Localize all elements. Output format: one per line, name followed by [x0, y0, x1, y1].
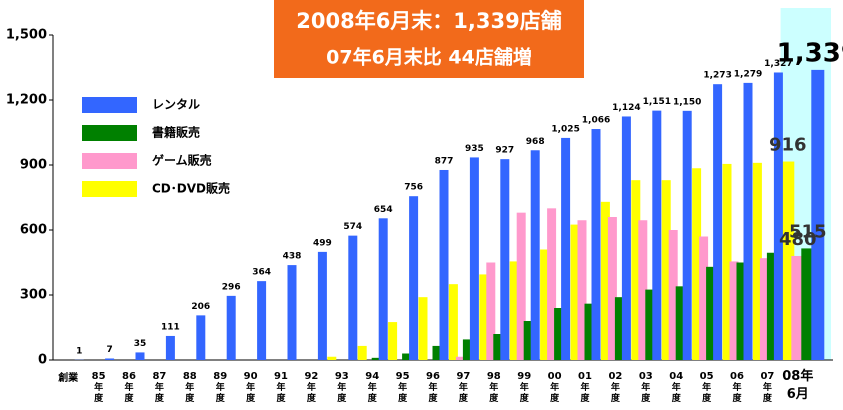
y-tick-label: 300	[20, 288, 47, 303]
bar	[652, 111, 661, 360]
bar	[592, 129, 601, 360]
data-label: 927	[495, 146, 514, 156]
data-label: 756	[404, 183, 423, 193]
data-label: 1,025	[551, 124, 579, 134]
y-tick-label: 600	[20, 223, 47, 238]
bar	[288, 265, 297, 360]
data-label: 935	[465, 144, 484, 154]
data-label: 574	[343, 222, 362, 232]
bar	[105, 358, 114, 360]
data-label: 499	[313, 238, 332, 248]
bar	[196, 315, 205, 360]
data-label: 111	[161, 322, 180, 332]
data-label: 654	[374, 205, 393, 215]
data-label: 1,150	[673, 97, 701, 107]
bar	[622, 116, 631, 360]
bar	[419, 297, 428, 360]
bar	[379, 218, 388, 360]
data-label: 296	[222, 282, 241, 292]
data-label: 7	[106, 345, 112, 355]
bar	[440, 170, 449, 360]
bar	[713, 84, 722, 360]
data-label: 515	[789, 221, 827, 242]
bar	[811, 70, 824, 360]
data-label: 35	[134, 339, 147, 349]
bar	[388, 322, 397, 360]
bar	[500, 159, 509, 360]
y-tick-label: 900	[20, 158, 47, 173]
bar	[358, 346, 367, 360]
y-tick-label: 1,500	[6, 28, 47, 43]
legend-label: ゲーム販売	[152, 153, 212, 168]
legend-label: CD･DVD販売	[152, 181, 230, 196]
annotation: 07年6月末比 44店舗増	[326, 46, 532, 69]
data-label: 877	[435, 156, 454, 166]
legend-label: 書籍販売	[152, 125, 200, 140]
bar	[531, 150, 540, 360]
bar	[744, 83, 753, 360]
bar	[561, 138, 570, 360]
data-label: 1,279	[734, 69, 762, 79]
bar	[449, 284, 458, 360]
data-label: 1	[76, 346, 82, 356]
bar	[409, 196, 418, 360]
data-label: 1,339	[777, 38, 843, 68]
bar	[227, 296, 236, 360]
data-label: 1,124	[612, 103, 640, 113]
data-label: 1,066	[582, 116, 610, 126]
bar	[136, 352, 145, 360]
legend-label: レンタル	[152, 98, 200, 112]
bar	[318, 252, 327, 360]
bar	[683, 111, 692, 360]
data-label: 206	[191, 302, 210, 312]
annotation: 2008年6月末：1,339店舗	[296, 9, 561, 33]
legend-swatch	[82, 97, 137, 113]
legend-swatch	[82, 153, 137, 169]
y-tick-label: 1,200	[6, 93, 47, 108]
legend-swatch	[82, 125, 137, 141]
bar	[774, 72, 783, 360]
bar	[470, 157, 479, 360]
data-label: 1,151	[643, 97, 671, 107]
y-tick-label: 0	[38, 353, 47, 368]
legend-swatch	[82, 181, 137, 197]
bar	[327, 357, 336, 360]
data-label: 438	[283, 252, 302, 262]
bar	[348, 236, 357, 360]
bar	[166, 336, 175, 360]
x-tick-label: 創業	[57, 371, 79, 384]
data-label: 968	[526, 137, 545, 147]
bar	[257, 281, 266, 360]
data-label: 1,273	[703, 71, 731, 81]
data-label: 916	[769, 135, 807, 156]
data-label: 364	[252, 268, 271, 278]
